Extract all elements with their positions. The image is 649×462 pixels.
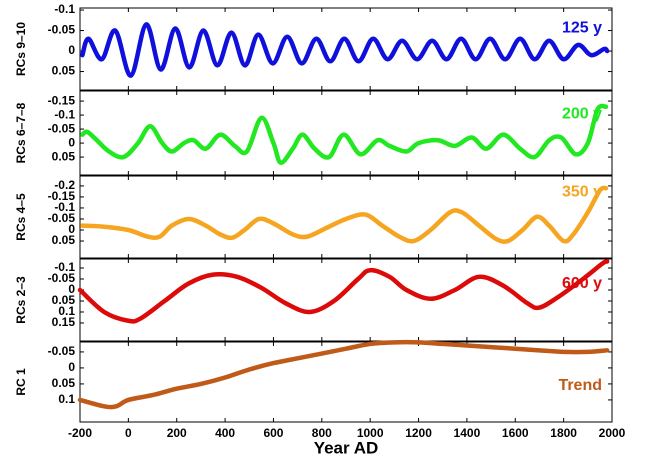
line-series bbox=[77, 259, 610, 324]
y-tick-label: 0.05 bbox=[52, 293, 76, 307]
y-tick-label: 0.05 bbox=[52, 64, 76, 78]
y-axis-title: RC 1 bbox=[14, 368, 28, 396]
y-tick-label: 0 bbox=[68, 222, 75, 236]
line-series bbox=[77, 339, 610, 410]
y-tick-label: -0.1 bbox=[54, 260, 75, 274]
y-tick-label: 0.1 bbox=[58, 392, 75, 406]
y-tick-label: 0.05 bbox=[52, 149, 76, 163]
y-tick-label: -0.05 bbox=[48, 211, 76, 225]
x-axis-title: Year AD bbox=[314, 438, 379, 457]
x-tick-label: 400 bbox=[215, 426, 235, 440]
y-tick-label: 0.05 bbox=[52, 233, 76, 247]
y-tick-label: -0.1 bbox=[54, 200, 75, 214]
y-tick-label: -0.05 bbox=[48, 344, 76, 358]
y-tick-label: 0 bbox=[68, 135, 75, 149]
line-series bbox=[80, 185, 609, 244]
y-tick-label: 0.15 bbox=[52, 315, 76, 329]
y-axis-title: RCs 2–3 bbox=[14, 276, 28, 324]
y-tick-label: 0.1 bbox=[58, 304, 75, 318]
x-tick-label: 1600 bbox=[502, 426, 529, 440]
series-annotation: Trend bbox=[558, 377, 602, 394]
plot-frame bbox=[79, 341, 613, 423]
y-tick-label: 0 bbox=[68, 43, 75, 57]
line-series bbox=[80, 103, 609, 165]
plot-frame bbox=[79, 258, 613, 342]
x-tick-label: 1800 bbox=[550, 426, 577, 440]
y-axis-title: RCs 4–5 bbox=[14, 193, 28, 241]
y-tick-label: -0.05 bbox=[48, 23, 76, 37]
series-annotation: 125 y bbox=[562, 20, 602, 37]
line-series bbox=[80, 22, 610, 78]
x-tick-label: -200 bbox=[68, 426, 92, 440]
plot-frame bbox=[79, 90, 613, 176]
y-tick-label: -0.05 bbox=[48, 271, 76, 285]
series-annotation: 200 y bbox=[562, 106, 602, 123]
x-tick-label: 0 bbox=[125, 426, 132, 440]
y-axis-title: RCs 9–10 bbox=[14, 22, 28, 76]
y-tick-label: -0.05 bbox=[48, 121, 76, 135]
x-tick-label: 1400 bbox=[454, 426, 481, 440]
x-tick-label: 600 bbox=[263, 426, 283, 440]
y-tick-label: 0.05 bbox=[52, 376, 76, 390]
y-tick-label: -0.1 bbox=[54, 2, 75, 16]
plot-frame bbox=[79, 7, 613, 91]
x-tick-label: 1200 bbox=[405, 426, 432, 440]
series-annotation: 600 y bbox=[562, 275, 602, 292]
x-tick-label: 800 bbox=[312, 426, 332, 440]
y-tick-label: -0.2 bbox=[54, 178, 75, 192]
x-tick-label: 2000 bbox=[599, 426, 626, 440]
y-tick-label: 0 bbox=[68, 282, 75, 296]
y-axis-title: RCs 6–7–8 bbox=[14, 102, 28, 163]
y-tick-label: 0 bbox=[68, 360, 75, 374]
y-tick-label: -0.15 bbox=[48, 93, 76, 107]
plot-frame bbox=[79, 175, 613, 259]
x-tick-label: 200 bbox=[167, 426, 187, 440]
series-annotation: 350 y bbox=[562, 184, 602, 201]
x-tick-label: 1000 bbox=[357, 426, 384, 440]
y-tick-label: -0.15 bbox=[48, 189, 76, 203]
y-tick-label: -0.1 bbox=[54, 107, 75, 121]
